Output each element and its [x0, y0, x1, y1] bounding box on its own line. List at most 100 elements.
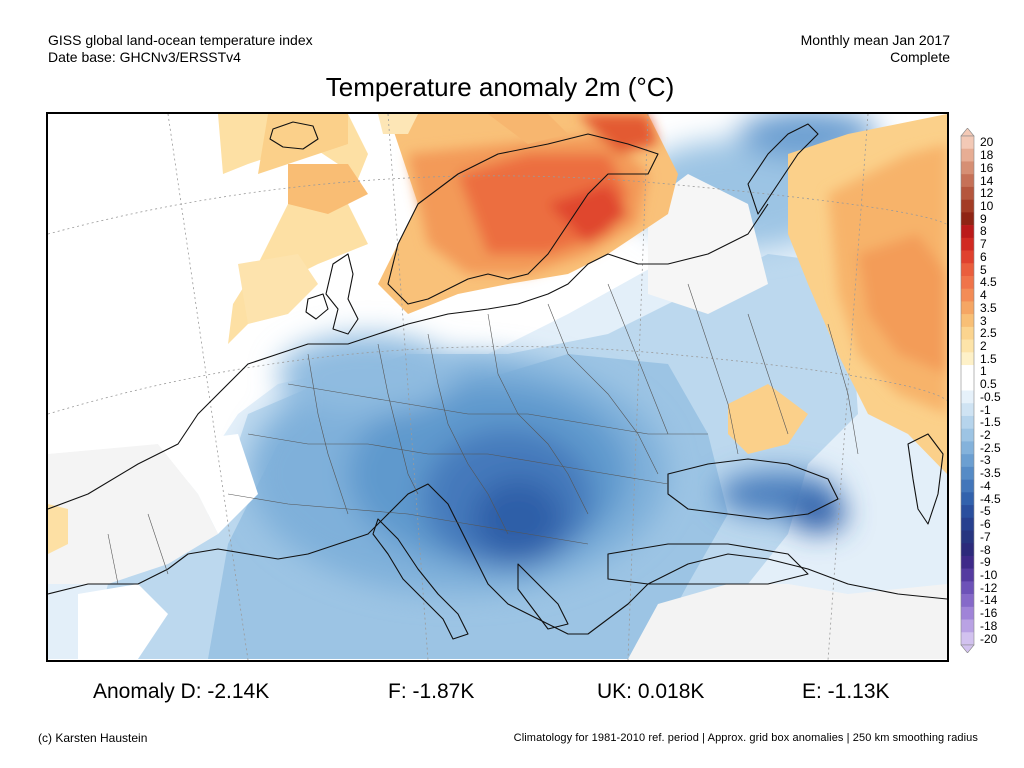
legend-label: 20	[980, 135, 994, 150]
legend-swatch	[961, 543, 974, 557]
color-legend: 20 18 16 14 12 10 9 8 7 6 5 4.5 4 3.5 3 2.5 2 1.5 1 0.5 -0.5…	[958, 128, 1024, 653]
legend-swatch	[961, 555, 974, 569]
legend-label: 10	[980, 198, 994, 213]
legend-swatch	[961, 619, 974, 633]
legend-label: 1	[980, 364, 987, 379]
legend-label: 2	[980, 338, 987, 353]
legend-swatch	[961, 606, 974, 620]
legend-label: -12	[980, 580, 998, 595]
legend-label: 3	[980, 313, 987, 328]
legend-swatch	[961, 492, 974, 506]
legend-label: -1.5	[980, 415, 1001, 430]
legend-swatch	[961, 454, 974, 468]
legend-label: 4	[980, 288, 987, 303]
legend-swatch	[961, 339, 974, 353]
anomaly-map-graphic	[48, 114, 947, 660]
legend-label: -16	[980, 606, 998, 621]
legend-label: -5	[980, 504, 991, 519]
legend-label: 1.5	[980, 351, 997, 366]
legend-swatch	[961, 415, 974, 429]
legend-label: -3.5	[980, 466, 1001, 481]
legend-colorbar	[960, 128, 975, 653]
legend-bottom-arrow	[960, 644, 975, 653]
legend-swatch	[961, 377, 974, 391]
legend-label: -8	[980, 542, 991, 557]
anomaly-map	[46, 112, 949, 662]
header-right: Monthly mean Jan 2017 Complete	[801, 32, 950, 66]
legend-label: 0.5	[980, 377, 997, 392]
legend-swatch	[961, 352, 974, 366]
legend-label: -14	[980, 593, 998, 608]
legend-label: 8	[980, 224, 987, 239]
legend-swatch	[961, 161, 974, 175]
legend-swatch	[961, 466, 974, 480]
legend-label: -1	[980, 402, 991, 417]
index-title: GISS global land-ocean temperature index	[48, 32, 313, 48]
legend-swatch	[961, 326, 974, 340]
legend-swatch	[961, 225, 974, 239]
legend-label: -0.5	[980, 389, 1001, 404]
period-label: Monthly mean Jan 2017	[800, 32, 950, 48]
anomaly-france: F: -1.87K	[388, 680, 475, 703]
legend-label: 7	[980, 237, 987, 252]
legend-label: 12	[980, 186, 994, 201]
legend-swatch	[961, 594, 974, 608]
legend-label: -10	[980, 568, 998, 582]
legend-swatch	[961, 505, 974, 519]
legend-swatch	[961, 174, 974, 188]
borders	[107, 283, 859, 585]
legend-swatch	[961, 250, 974, 264]
legend-label: 4.5	[980, 275, 997, 290]
legend-swatch	[961, 186, 974, 200]
no-data-regions	[48, 114, 947, 659]
legend-label: 9	[980, 211, 987, 226]
legend-top-arrow	[960, 128, 975, 137]
legend-swatch	[961, 581, 974, 595]
legend-label: 6	[980, 249, 987, 264]
legend-swatch	[961, 275, 974, 289]
legend-swatch	[961, 479, 974, 493]
legend-swatch	[961, 632, 974, 646]
legend-label: 14	[980, 173, 994, 188]
completeness-label: Complete	[890, 49, 950, 65]
legend-swatch	[961, 263, 974, 277]
anomaly-spain: E: -1.13K	[802, 680, 890, 703]
legend-swatch	[961, 441, 974, 455]
legend-label: 18	[980, 148, 994, 163]
legend-swatch	[961, 212, 974, 226]
legend-label: -4.5	[980, 491, 1001, 506]
legend-swatch	[961, 301, 974, 315]
anomaly-germany: Anomaly D: -2.14K	[93, 680, 270, 703]
legend-label: -4	[980, 478, 991, 493]
legend-swatch	[961, 288, 974, 302]
legend-swatch	[961, 390, 974, 404]
legend-swatch	[961, 148, 974, 162]
legend-label: 16	[980, 160, 994, 175]
legend-swatch	[961, 237, 974, 251]
legend-label: -20	[980, 631, 998, 646]
anomaly-uk: UK: 0.018K	[597, 680, 705, 703]
data-base-label: Date base: GHCNv3/ERSSTv4	[48, 49, 241, 65]
legend-swatch	[961, 428, 974, 442]
legend-label: 2.5	[980, 326, 997, 341]
method-note: Climatology for 1981-2010 ref. period | …	[513, 732, 978, 744]
legend-label: -6	[980, 517, 991, 532]
legend-label: -18	[980, 618, 998, 633]
legend-swatch	[961, 314, 974, 328]
legend-label: -7	[980, 529, 991, 544]
legend-label: 3.5	[980, 300, 997, 315]
graticule	[48, 114, 947, 660]
header-left: GISS global land-ocean temperature index…	[48, 32, 313, 66]
legend-label: 5	[980, 262, 987, 277]
coastlines	[48, 121, 947, 640]
legend-label: -2	[980, 428, 991, 443]
legend-swatch	[961, 365, 974, 379]
map-title: Temperature anomaly 2m (°C)	[325, 72, 675, 102]
legend-swatch	[961, 199, 974, 213]
legend-swatch	[961, 530, 974, 544]
legend-swatch	[961, 568, 974, 582]
copyright: (c) Karsten Haustein	[38, 731, 148, 745]
legend-label: -3	[980, 453, 991, 468]
legend-label: -9	[980, 555, 991, 570]
legend-label: -2.5	[980, 440, 1001, 455]
